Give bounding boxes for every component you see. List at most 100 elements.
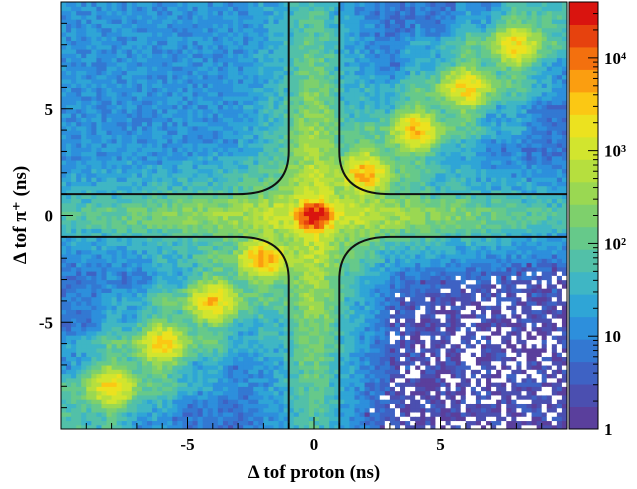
heatmap-cell [167,330,173,336]
heatmap-cell [253,57,259,63]
heatmap-cell [263,305,270,311]
heatmap-cell [106,125,113,131]
heatmap-cell [308,23,315,29]
heatmap-cell [106,352,113,358]
heatmap-cell [71,283,77,289]
heatmap-cell [217,224,224,229]
heatmap-cell [66,386,72,392]
heatmap-cell [131,113,138,118]
heatmap-cell [263,258,270,264]
heatmap-cell [101,172,108,178]
heatmap-cell [273,134,280,140]
heatmap-cell [278,292,285,298]
heatmap-cell [162,113,168,118]
heatmap-cell [106,142,113,148]
heatmap-cell [76,19,82,24]
heatmap-cell [187,407,194,413]
heatmap-cell [212,279,219,285]
heatmap-cell [202,347,209,353]
heatmap-cell [86,382,92,387]
heatmap-cell [136,168,143,174]
heatmap-cell [177,108,184,114]
heatmap-cell [86,202,92,208]
heatmap-cell [243,48,249,54]
heatmap-cell [86,288,92,293]
heatmap-cell [76,168,82,174]
heatmap-cell [192,317,199,323]
heatmap-cell [91,100,98,106]
heatmap-cell [126,249,133,255]
heatmap-cell [162,91,168,97]
heatmap-cell [253,300,259,306]
heatmap-cell [273,266,280,272]
heatmap-cell [222,181,229,187]
heatmap-cell [162,390,168,396]
heatmap-cell [86,74,92,80]
heatmap-cell [303,390,310,396]
heatmap-cell [217,253,224,259]
heatmap-cell [101,394,108,400]
heatmap-cell [278,83,285,88]
heatmap-cell [111,228,118,234]
heatmap-cell [233,27,239,33]
heatmap-cell [116,219,123,225]
heatmap-cell [263,57,270,63]
heatmap-cell [116,271,123,276]
heatmap-cell [71,2,77,7]
heatmap-cell [308,219,315,225]
heatmap-cell [303,151,310,157]
heatmap-cell [147,142,153,148]
heatmap-cell [233,61,239,67]
heatmap-cell [303,23,310,29]
heatmap-cell [248,313,254,319]
heatmap-cell [126,53,133,59]
heatmap-cell [207,202,214,208]
heatmap-cell [308,121,315,127]
heatmap-cell [162,48,168,54]
heatmap-cell [263,296,270,302]
heatmap-cell [258,215,264,221]
heatmap-cell [76,399,82,404]
heatmap-cell [86,155,92,161]
heatmap-cell [192,113,199,118]
heatmap-cell [96,168,103,174]
heatmap-cell [96,125,103,131]
heatmap-cell [258,330,264,336]
heatmap-cell [81,142,87,148]
heatmap-cell [283,416,290,422]
heatmap-cell [96,373,103,379]
heatmap-cell [227,130,234,135]
heatmap-cell [192,224,199,229]
heatmap-cell [162,416,168,422]
heatmap-cell [131,100,138,106]
heatmap-cell [293,275,300,281]
heatmap-cell [167,335,173,340]
heatmap-cell [86,194,92,200]
heatmap-cell [248,117,254,123]
heatmap-cell [141,125,148,131]
heatmap-cell [141,215,148,221]
heatmap-cell [293,322,300,328]
heatmap-cell [61,2,67,7]
heatmap-cell [263,172,270,178]
heatmap-cell [283,177,290,182]
heatmap-cell [141,198,148,204]
heatmap-cell [303,283,310,289]
heatmap-cell [222,249,229,255]
heatmap-cell [81,198,87,204]
heatmap-cell [71,347,77,353]
heatmap-cell [147,305,153,311]
heatmap-cell [66,219,72,225]
heatmap-cell [61,10,67,16]
heatmap-cell [106,70,113,76]
heatmap-cell [212,10,219,16]
heatmap-cell [177,172,184,178]
heatmap-cell [288,147,295,153]
heatmap-cell [167,78,173,84]
heatmap-cell [222,407,229,413]
heatmap-cell [126,305,133,311]
heatmap-cell [76,369,82,375]
heatmap-cell [192,411,199,417]
heatmap-cell [258,147,264,153]
heatmap-cell [116,104,123,110]
